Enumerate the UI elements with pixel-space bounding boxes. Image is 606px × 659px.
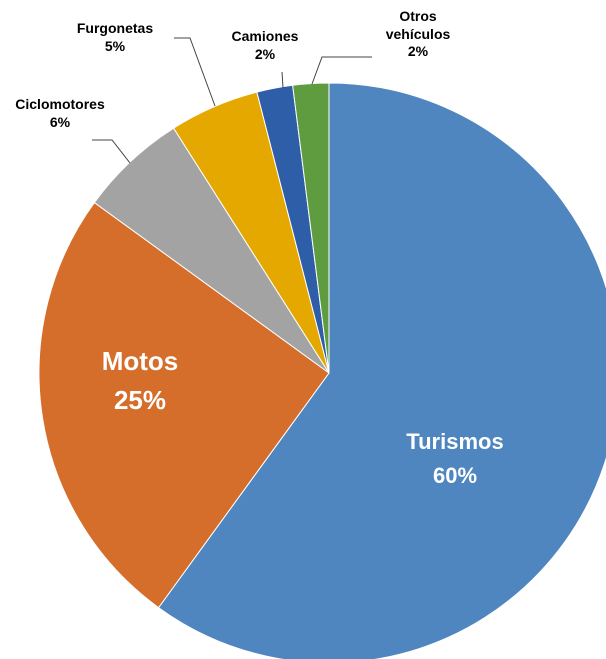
label-name: Ciclomotores xyxy=(15,96,105,112)
data-label: Ciclomotores 6% xyxy=(15,96,104,131)
leader-line xyxy=(281,71,284,89)
pie-slice xyxy=(292,82,330,374)
data-label: Otros vehículos 2% xyxy=(373,8,463,61)
label-value: 25% xyxy=(113,384,167,415)
label-value: 6% xyxy=(49,113,71,130)
pie-slice xyxy=(157,82,606,659)
label-name: Furgonetas xyxy=(76,20,154,36)
label-value: 2% xyxy=(407,43,429,59)
pie-slice xyxy=(38,201,330,609)
label-name: Turismos xyxy=(406,429,504,454)
data-label: Motos 25% xyxy=(102,345,179,416)
label-name: Motos xyxy=(101,346,179,376)
data-label: Furgonetas 5% xyxy=(77,20,153,55)
label-name: Otros vehículos xyxy=(385,8,451,42)
label-name: Camiones xyxy=(231,28,299,44)
data-label: Turismos 60% xyxy=(406,428,503,489)
label-value: 5% xyxy=(104,37,126,54)
leader-line xyxy=(174,37,216,107)
label-value: 2% xyxy=(254,45,276,62)
data-label: Camiones 2% xyxy=(232,28,299,63)
label-value: 60% xyxy=(432,462,478,488)
leader-line xyxy=(311,56,372,85)
leader-line xyxy=(92,139,131,164)
